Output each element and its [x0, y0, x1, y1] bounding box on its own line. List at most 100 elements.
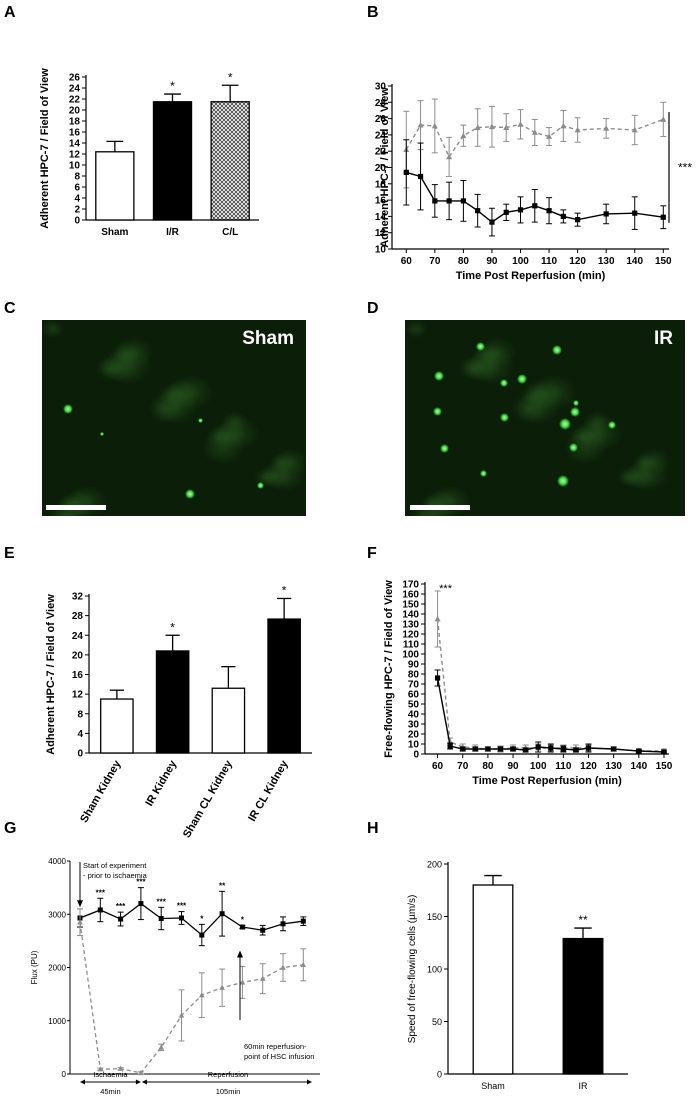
background-cell-haze [67, 485, 108, 516]
y-tick-label: 30 [375, 82, 387, 93]
data-point [472, 746, 478, 752]
y-tick-label: 200 [427, 860, 442, 870]
fluorescent-cell [499, 412, 509, 422]
background-cell-haze [627, 458, 669, 492]
background-cell-haze [158, 384, 186, 407]
significance-mark: * [170, 620, 175, 634]
panel-letter-d: D [367, 300, 379, 317]
x-category-label: C/L [222, 227, 238, 238]
background-cell-haze [259, 463, 292, 490]
y-tick-label: 120 [402, 630, 419, 641]
significance-mark: ** [578, 913, 588, 927]
y-tick-label: 18 [375, 179, 387, 190]
bar [100, 698, 134, 754]
background-cell-haze [569, 426, 595, 447]
annotation-ischaemia-duration: 45min [100, 1087, 120, 1096]
background-cell-haze [216, 416, 260, 452]
data-point [199, 992, 205, 998]
series-line [406, 171, 664, 223]
background-cell-haze [95, 357, 124, 381]
x-tick-label: 130 [605, 761, 622, 772]
x-tick-label: 90 [507, 761, 519, 772]
y-tick-label: 6 [74, 183, 80, 194]
x-tick-label: 90 [486, 256, 498, 267]
data-point [431, 122, 438, 129]
y-tick-label: 0 [77, 749, 83, 760]
y-tick-label: 130 [402, 620, 419, 631]
y-axis-label: Adherent HPC-7 / Field of View [45, 594, 57, 755]
data-point [488, 123, 495, 130]
data-point [660, 214, 666, 220]
panel-letter-f: F [367, 545, 377, 562]
bar [210, 101, 250, 221]
bar [472, 884, 514, 1075]
data-point [446, 153, 453, 160]
y-tick-label: 140 [402, 610, 419, 621]
fluorescent-cell [559, 418, 571, 430]
background-cell-haze [105, 347, 152, 385]
data-point [503, 124, 510, 130]
background-cell-haze [622, 463, 655, 490]
data-point [280, 921, 286, 927]
data-point [546, 208, 552, 214]
data-point [158, 916, 164, 922]
significance-mark: * [241, 915, 245, 924]
background-cell-haze [405, 320, 427, 338]
micrograph-sham: Sham [42, 320, 306, 516]
significance-mark: *** [678, 161, 692, 175]
background-cell-haze [221, 411, 248, 433]
fluorescent-cell [256, 481, 264, 489]
fluorescent-cell [608, 421, 616, 429]
data-point [417, 121, 424, 128]
background-cell-haze [468, 347, 515, 385]
y-tick-label: 160 [402, 590, 419, 601]
y-tick-label: 10 [69, 161, 81, 172]
y-tick-label: 16 [375, 196, 387, 207]
data-point [574, 126, 581, 133]
y-tick-label: 12 [72, 690, 84, 701]
data-point [517, 207, 524, 213]
y-tick-label: 22 [375, 147, 387, 158]
data-point [259, 975, 266, 981]
fluorescent-cell [197, 417, 203, 423]
y-tick-label: 16 [72, 670, 84, 681]
significance-mark: ** [219, 881, 226, 890]
panel-letter-c: C [4, 300, 16, 317]
x-tick-label: 60 [432, 761, 444, 772]
x-category-label: IR [579, 1081, 589, 1091]
y-tick-label: 3000 [48, 910, 66, 919]
y-tick-label: 100 [402, 650, 419, 661]
background-cell-haze [148, 394, 184, 423]
x-tick-label: 80 [458, 256, 470, 267]
fluorescent-cell [552, 345, 562, 355]
x-tick-label: 100 [512, 256, 529, 267]
x-tick-label: 100 [530, 761, 547, 772]
background-cell-haze [100, 352, 138, 383]
data-point [585, 745, 592, 751]
y-tick-label: 28 [72, 611, 84, 622]
background-cell-haze [617, 468, 641, 488]
fluorescent-cell [434, 371, 444, 381]
y-tick-label: 0 [74, 216, 80, 227]
y-axis-label: Free-flowing HPC-7 / Field of View [383, 580, 395, 758]
data-point [118, 916, 124, 922]
x-tick-label: 150 [655, 256, 672, 267]
y-tick-label: 8 [77, 709, 83, 720]
y-axis-label: Speed of free-flowing cells (µm/s) [407, 895, 418, 1044]
scale-bar [46, 505, 106, 510]
arrowhead [237, 950, 243, 958]
data-point [239, 924, 245, 930]
data-point [260, 927, 266, 933]
x-category-label: IR CL Kidney [246, 758, 291, 824]
y-tick-label: 26 [69, 73, 81, 84]
data-point [97, 1066, 104, 1072]
panel-letter-g: G [4, 820, 17, 837]
background-cell-haze [47, 505, 78, 516]
y-tick-label: 80 [408, 670, 420, 681]
data-point [575, 217, 581, 223]
background-cell-haze [201, 431, 244, 466]
significance-mark: * [228, 70, 233, 84]
data-point [497, 746, 504, 752]
background-cell-haze [637, 448, 671, 476]
x-category-label: I/R [166, 227, 180, 238]
